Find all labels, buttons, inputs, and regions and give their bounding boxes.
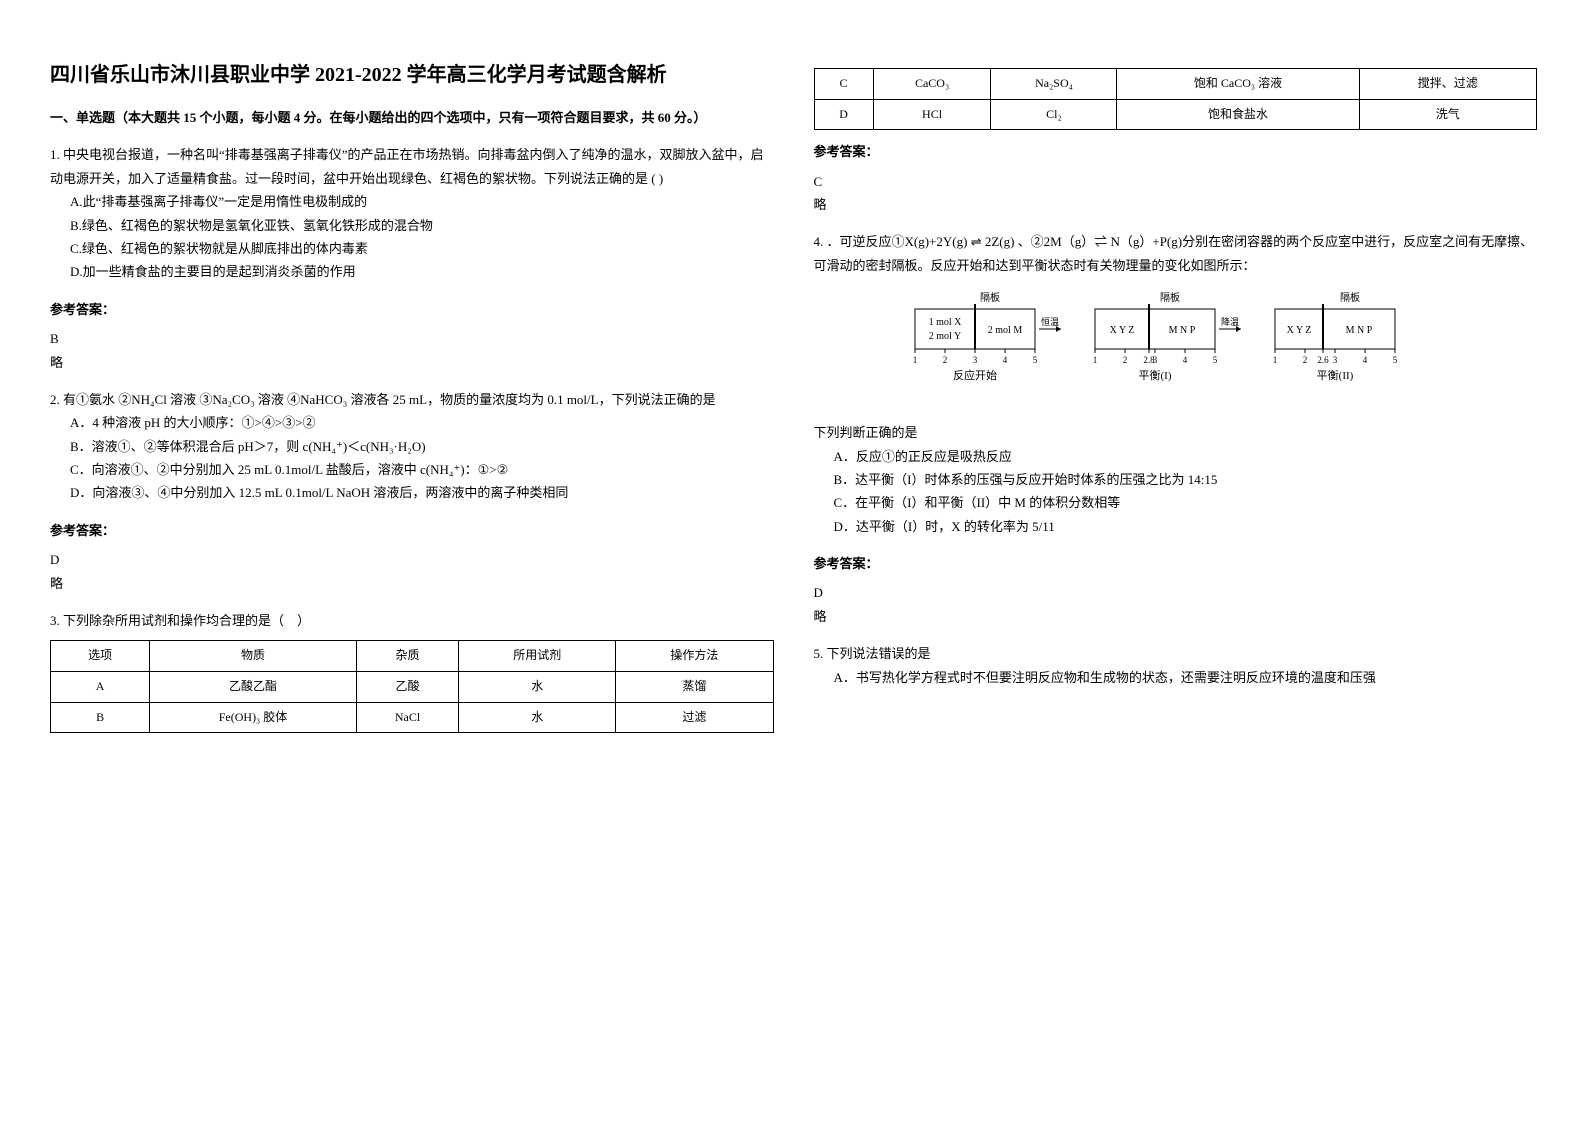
th: 选项 [51,641,150,672]
q3-table-cont: C CaCO₃ Na₂SO₄ 饱和 CaCO₃ 溶液 搅拌、过滤 D HCl C… [814,68,1538,130]
svg-text:2: 2 [943,355,948,365]
q4-stem: 4. ．可逆反应①X(g)+2Y(g) ⇌ 2Z(g) 、②2M（g）⇌ N（g… [814,230,1538,277]
q4-followup: 下列判断正确的是 [814,421,1538,444]
svg-text:2.6: 2.6 [1318,355,1330,365]
svg-text:隔板: 隔板 [1340,291,1360,304]
svg-text:1 mol X: 1 mol X [929,317,963,328]
q2-answer-label: 参考答案： [50,519,774,542]
svg-text:平衡(II): 平衡(II) [1317,369,1354,382]
q3-note: 略 [814,193,1538,216]
svg-text:1: 1 [1273,355,1278,365]
q4-diagram-svg: 隔板 1 mol X 2 mol Y 2 mol M 1 2 3 4 5 反应开始 恒温 隔板 X Y … [905,289,1445,409]
svg-text:5: 5 [1213,355,1218,365]
section-title: 一、单选题（本大题共 15 个小题，每小题 4 分。在每小题给出的四个选项中，只… [50,106,774,129]
q4-answer: D [814,581,1538,604]
svg-text:M N P: M N P [1346,325,1373,336]
svg-text:M N P: M N P [1169,325,1196,336]
q1-opt-c: C.绿色、红褐色的絮状物就是从脚底排出的体内毒素 [70,237,774,260]
q3-answer: C [814,170,1538,193]
left-column: 四川省乐山市沐川县职业中学 2021-2022 学年高三化学月考试题含解析 一、… [50,60,774,747]
q4-opt-b: B．达平衡（I）时体系的压强与反应开始时体系的压强之比为 14:15 [834,468,1538,491]
q1-opt-d: D.加一些精食盐的主要目的是起到消炎杀菌的作用 [70,260,774,283]
q3-stem: 3. 下列除杂所用试剂和操作均合理的是（ ） [50,609,774,632]
q1-answer-label: 参考答案： [50,298,774,321]
svg-text:4: 4 [1363,355,1368,365]
question-2: 2. 有①氨水 ②NH₄Cl 溶液 ③Na₂CO₃ 溶液 ④NaHCO₃ 溶液各… [50,388,774,505]
svg-text:X Y Z: X Y Z [1287,325,1312,336]
q4-opt-c: C．在平衡（I）和平衡（II）中 M 的体积分数相等 [834,491,1538,514]
th: 所用试剂 [459,641,616,672]
question-1: 1. 中央电视台报道，一种名叫“排毒基强离子排毒仪”的产品正在市场热销。向排毒盆… [50,143,774,283]
q1-answer: B [50,327,774,350]
q4-figure: 隔板 1 mol X 2 mol Y 2 mol M 1 2 3 4 5 反应开始 恒温 隔板 X Y … [814,289,1538,409]
question-5: 5. 下列说法错误的是 A．书写热化学方程式时不但要注明反应物和生成物的状态，还… [814,642,1538,689]
q2-opt-a: A．4 种溶液 pH 的大小顺序：①>④>③>② [70,411,774,434]
table-row: B Fe(OH)₃ 胶体 NaCl 水 过滤 [51,702,774,733]
svg-text:5: 5 [1393,355,1398,365]
q3-answer-label: 参考答案： [814,140,1538,163]
q1-opt-a: A.此“排毒基强离子排毒仪”一定是用惰性电极制成的 [70,190,774,213]
svg-text:恒温: 恒温 [1041,316,1059,327]
table-header-row: 选项 物质 杂质 所用试剂 操作方法 [51,641,774,672]
th: 操作方法 [616,641,773,672]
question-3: 3. 下列除杂所用试剂和操作均合理的是（ ） 选项 物质 杂质 所用试剂 操作方… [50,609,774,733]
right-column: C CaCO₃ Na₂SO₄ 饱和 CaCO₃ 溶液 搅拌、过滤 D HCl C… [814,60,1538,747]
question-4: 4. ．可逆反应①X(g)+2Y(g) ⇌ 2Z(g) 、②2M（g）⇌ N（g… [814,230,1538,538]
q2-answer: D [50,548,774,571]
table-row: A 乙酸乙酯 乙酸 水 蒸馏 [51,672,774,703]
th: 杂质 [356,641,458,672]
q1-note: 略 [50,351,774,374]
q2-opt-d: D．向溶液③、④中分别加入 12.5 mL 0.1mol/L NaOH 溶液后，… [70,481,774,504]
q3-table: 选项 物质 杂质 所用试剂 操作方法 A 乙酸乙酯 乙酸 水 蒸馏 B Fe(O… [50,640,774,733]
q4-answer-label: 参考答案： [814,552,1538,575]
doc-title: 四川省乐山市沐川县职业中学 2021-2022 学年高三化学月考试题含解析 [50,60,774,90]
svg-text:4: 4 [1003,355,1008,365]
q2-opt-b: B．溶液①、②等体积混合后 pH＞7，则 c(NH₄⁺)＜c(NH₃·H₂O) [70,435,774,458]
q4-opt-a: A．反应①的正反应是吸热反应 [834,445,1538,468]
svg-text:2 mol Y: 2 mol Y [929,331,961,342]
q4-note: 略 [814,605,1538,628]
q2-opt-c: C．向溶液①、②中分别加入 25 mL 0.1mol/L 盐酸后，溶液中 c(N… [70,458,774,481]
th: 物质 [150,641,357,672]
svg-text:隔板: 隔板 [1160,291,1180,304]
svg-text:2 mol M: 2 mol M [988,325,1023,336]
q2-stem: 2. 有①氨水 ②NH₄Cl 溶液 ③Na₂CO₃ 溶液 ④NaHCO₃ 溶液各… [50,388,774,411]
q1-stem: 1. 中央电视台报道，一种名叫“排毒基强离子排毒仪”的产品正在市场热销。向排毒盆… [50,143,774,190]
table-row: C CaCO₃ Na₂SO₄ 饱和 CaCO₃ 溶液 搅拌、过滤 [814,69,1537,100]
q5-stem: 5. 下列说法错误的是 [814,642,1538,665]
q4-opt-d: D．达平衡（I）时，X 的转化率为 5/11 [834,515,1538,538]
svg-text:3: 3 [1153,355,1158,365]
svg-text:1: 1 [1093,355,1098,365]
svg-text:X Y Z: X Y Z [1110,325,1135,336]
svg-text:1: 1 [913,355,918,365]
svg-text:反应开始: 反应开始 [953,368,997,382]
svg-text:4: 4 [1183,355,1188,365]
svg-text:平衡(I): 平衡(I) [1139,369,1172,382]
svg-text:隔板: 隔板 [980,291,1000,304]
table-row: D HCl Cl₂ 饱和食盐水 洗气 [814,99,1537,130]
q5-opt-a: A．书写热化学方程式时不但要注明反应物和生成物的状态，还需要注明反应环境的温度和… [834,666,1538,689]
svg-text:5: 5 [1033,355,1038,365]
svg-text:3: 3 [1333,355,1338,365]
q1-opt-b: B.绿色、红褐色的絮状物是氢氧化亚铁、氢氧化铁形成的混合物 [70,214,774,237]
svg-text:3: 3 [973,355,978,365]
svg-text:2: 2 [1123,355,1128,365]
q2-note: 略 [50,572,774,595]
svg-text:降温: 降温 [1221,316,1239,327]
svg-text:2: 2 [1303,355,1308,365]
